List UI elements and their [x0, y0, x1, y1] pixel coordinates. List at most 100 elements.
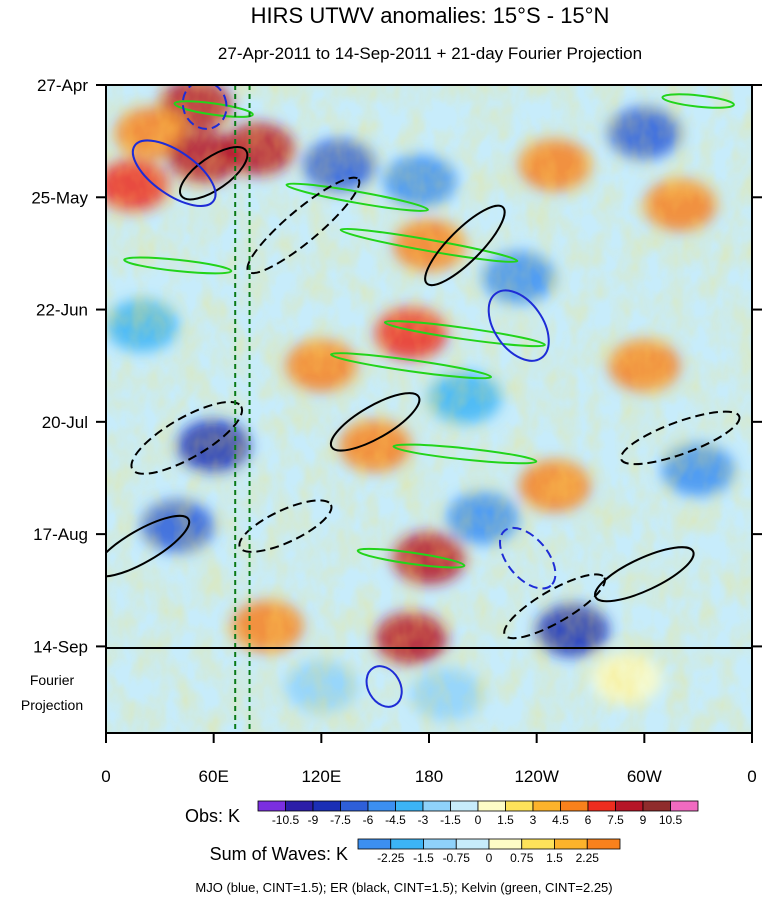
- mjo-contours: [131, 85, 557, 708]
- anomaly-texture: [106, 85, 752, 733]
- waves-colorbar: -2.25 -1.5 -0.75 0 0.75 1.5 2.25: [357, 838, 621, 865]
- colorbar-tick-label: -3: [418, 813, 429, 827]
- colorbar-tick-label: 0.75: [510, 851, 534, 865]
- x-tick-label: 180: [415, 767, 443, 786]
- colorbar-swatch: [367, 800, 396, 812]
- kelvin-contour: [356, 547, 466, 569]
- colorbar-swatch: [423, 838, 457, 850]
- er-contour: [130, 400, 244, 475]
- colorbar-swatch: [554, 838, 588, 850]
- kelvin-contour: [339, 227, 519, 263]
- colorbar-tick-label: -4.5: [385, 813, 406, 827]
- x-tick-label: 120W: [514, 767, 558, 786]
- colorbar-swatch: [560, 800, 589, 812]
- kelvin-contour: [383, 320, 546, 348]
- colorbar-swatch: [642, 800, 671, 812]
- kelvin-contour: [123, 256, 233, 275]
- colorbar-tick-label: 4.5: [552, 813, 569, 827]
- colorbar-tick-label: 3: [530, 813, 537, 827]
- kelvin-contour: [661, 93, 735, 109]
- colorbar-tick-label: -7.5: [330, 813, 351, 827]
- er-contour: [594, 546, 695, 603]
- chart-subtitle: 27-Apr-2011 to 14-Sep-2011 + 21-day Four…: [218, 44, 642, 63]
- colorbar-tick-label: 0: [475, 813, 482, 827]
- colorbar-tick-label: 10.5: [659, 813, 683, 827]
- colorbar-swatch: [455, 838, 490, 850]
- colorbar-swatch: [422, 800, 451, 812]
- chart-title: HIRS UTWV anomalies: 15°S - 15°N: [251, 3, 610, 28]
- colorbar-swatch: [586, 838, 621, 850]
- footer-legend: MJO (blue, CINT=1.5); ER (black, CINT=1.…: [195, 880, 612, 895]
- colorbar-swatch: [521, 838, 555, 850]
- colorbar-swatch: [340, 800, 369, 812]
- kelvin-contours: [123, 93, 735, 569]
- colorbar-tick-label: 2.25: [576, 851, 600, 865]
- x-tick-label: 60E: [199, 767, 229, 786]
- forecast-label-line1: Fourier: [30, 672, 75, 688]
- colorbar-tick-label: -10.5: [272, 813, 300, 827]
- y-axis: 27-Apr 25-May 22-Jun 20-Jul 17-Aug 14-Sep: [31, 76, 762, 656]
- x-tick-label: 0: [101, 767, 110, 786]
- colorbar-swatch: [357, 838, 392, 850]
- mjo-contour: [181, 85, 228, 130]
- y-tick-label: 22-Jun: [36, 301, 88, 320]
- colorbar-swatch: [257, 800, 286, 812]
- mjo-contour: [365, 665, 403, 708]
- forecast-label-line2: Projection: [21, 697, 83, 713]
- reference-lines: [234, 85, 251, 733]
- mjo-contour: [487, 289, 550, 362]
- er-contour: [619, 410, 741, 466]
- colorbar-tick-label: 1.5: [546, 851, 563, 865]
- obs-colorbar-label: Obs: K: [185, 806, 240, 826]
- colorbar-swatch: [450, 800, 479, 812]
- colorbar-swatch: [395, 800, 424, 812]
- er-contours: [106, 146, 741, 640]
- colorbar-tick-label: 1.5: [497, 813, 514, 827]
- y-tick-label: 25-May: [31, 188, 88, 207]
- x-axis: 0 60E 120E 180 120W 60W 0: [101, 733, 757, 786]
- colorbar-swatch: [670, 800, 699, 812]
- colorbar-swatch: [488, 838, 523, 850]
- colorbar-swatch: [312, 800, 341, 812]
- colorbar-swatch: [285, 800, 314, 812]
- x-tick-label: 0: [747, 767, 756, 786]
- mjo-contour: [131, 139, 217, 207]
- colorbar-swatch: [505, 800, 534, 812]
- kelvin-contour: [285, 182, 429, 212]
- colorbar-tick-label: -2.25: [377, 851, 405, 865]
- plot-area: [106, 85, 752, 733]
- kelvin-contour: [392, 443, 538, 465]
- x-tick-label: 60W: [627, 767, 662, 786]
- kelvin-contour: [173, 100, 254, 118]
- y-tick-label: 20-Jul: [42, 413, 88, 432]
- er-contour: [238, 499, 333, 553]
- colorbar-swatch: [532, 800, 561, 812]
- y-tick-label: 14-Sep: [33, 637, 88, 656]
- colorbar-swatch: [390, 838, 424, 850]
- colorbar-swatch: [477, 800, 506, 812]
- mjo-contour: [498, 526, 557, 590]
- er-contour: [329, 392, 421, 452]
- colorbar-tick-label: -9: [308, 813, 319, 827]
- colorbar-swatch: [615, 800, 644, 812]
- kelvin-contour: [330, 352, 493, 380]
- colorbar-tick-label: 9: [640, 813, 647, 827]
- er-contour: [503, 573, 606, 640]
- colorbar-tick-label: 0: [486, 851, 493, 865]
- colorbar-swatch: [587, 800, 616, 812]
- x-tick-label: 120E: [301, 767, 341, 786]
- colorbar-tick-label: -1.5: [440, 813, 461, 827]
- y-tick-label: 17-Aug: [33, 525, 88, 544]
- colorbar-tick-label: -0.75: [443, 851, 471, 865]
- colorbar-tick-label: 6: [585, 813, 592, 827]
- obs-colorbar: -10.5 -9 -7.5 -6 -4.5 -3 -1.5 0 1.5 3 4.5 6 7.5 9 10.5: [257, 800, 699, 827]
- colorbar-tick-label: 7.5: [607, 813, 624, 827]
- er-contour: [424, 204, 506, 287]
- colorbar-tick-label: -6: [363, 813, 374, 827]
- er-contour: [179, 146, 249, 201]
- waves-colorbar-label: Sum of Waves: K: [210, 844, 348, 864]
- colorbar-tick-label: -1.5: [413, 851, 434, 865]
- er-contour: [106, 514, 191, 578]
- y-tick-label: 27-Apr: [37, 76, 88, 95]
